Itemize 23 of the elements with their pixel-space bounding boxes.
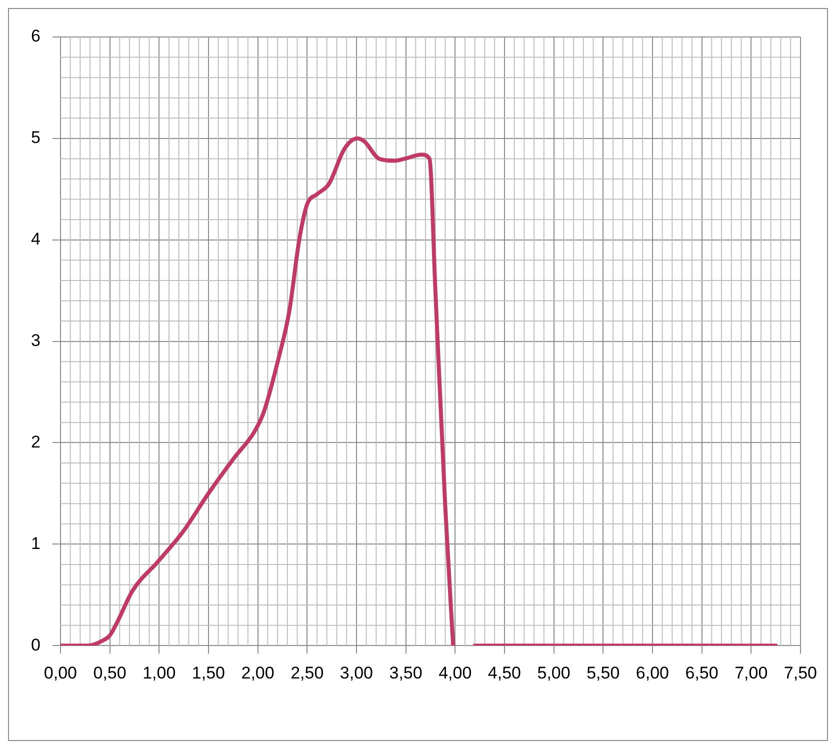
- x-tick-label: 7,00: [734, 663, 768, 682]
- x-tick-label: 3,50: [389, 663, 422, 682]
- x-tick-label: 3,00: [340, 663, 373, 682]
- x-tick-label: 2,00: [241, 663, 274, 682]
- y-tick-label: 4: [30, 230, 40, 249]
- x-tick-label: 0,50: [93, 663, 126, 682]
- y-tick-label: 0: [30, 635, 40, 654]
- x-tick-label: 6,00: [636, 663, 670, 682]
- x-tick-label: 2,50: [290, 663, 324, 682]
- y-tick-label: 1: [30, 534, 40, 553]
- x-tick-label: 4,50: [488, 663, 522, 682]
- x-tick-label: 1,50: [192, 663, 225, 682]
- x-tick-label: 6,50: [685, 663, 718, 682]
- x-tick-label: 5,50: [586, 663, 620, 682]
- x-tick-label: 4,00: [438, 663, 472, 682]
- y-tick-label: 6: [30, 26, 40, 46]
- x-tick-label: 7,50: [784, 663, 818, 682]
- y-tick-label: 3: [30, 330, 40, 350]
- x-tick-label: 1,00: [142, 663, 176, 682]
- x-tick-label: 5,00: [537, 663, 570, 682]
- y-tick-label: 2: [30, 432, 40, 452]
- y-tick-label: 5: [30, 128, 40, 148]
- x-tick-label: 0,00: [44, 663, 77, 682]
